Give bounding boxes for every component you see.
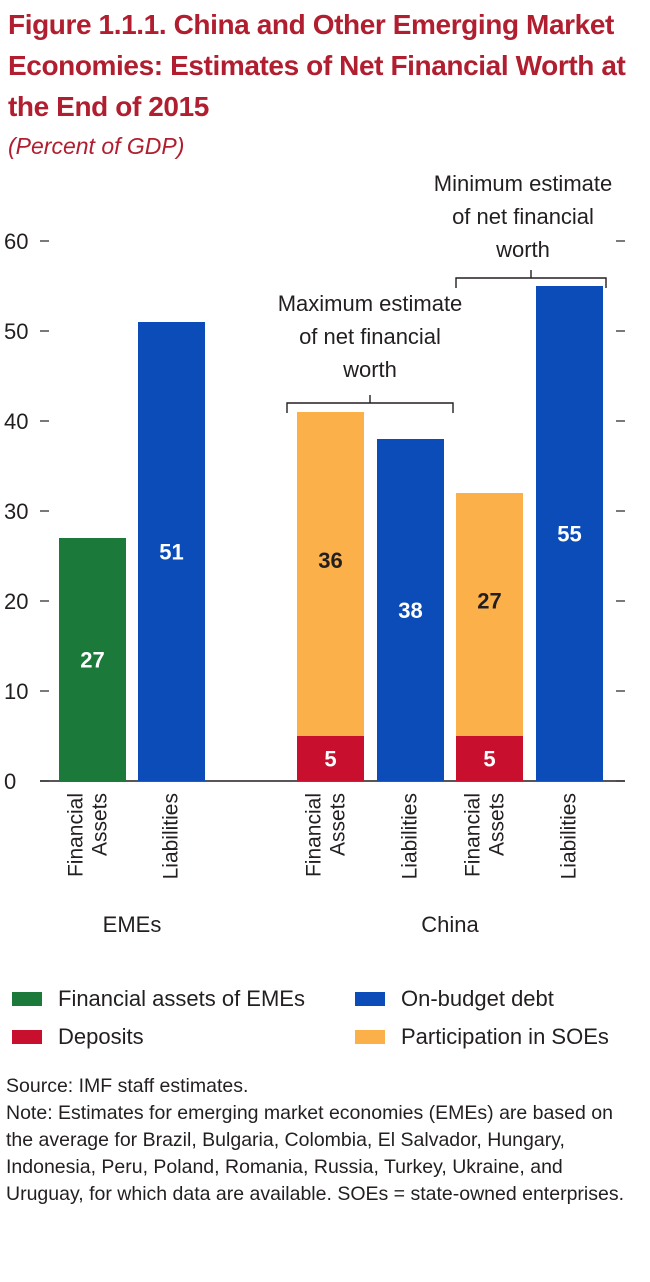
- chart-notes: Source: IMF staff estimates. Note: Estim…: [6, 1073, 642, 1208]
- legend-label: Participation in SOEs: [401, 1024, 609, 1049]
- y-tick-label: 30: [4, 499, 28, 524]
- bar-segment-on-budget-debt: [536, 286, 603, 781]
- y-tick-label: 40: [4, 409, 28, 434]
- data-label: 51: [159, 540, 183, 565]
- source-note: Source: IMF staff estimates.: [6, 1075, 249, 1097]
- annotation-text: worth: [342, 357, 397, 382]
- legend-swatch: [12, 1030, 42, 1044]
- y-tick-label: 60: [4, 229, 28, 254]
- footnote: Note: Estimates for emerging market econ…: [6, 1102, 625, 1205]
- y-tick-label: 50: [4, 319, 28, 344]
- y-tick-label: 0: [4, 769, 16, 794]
- data-label: 5: [483, 747, 495, 772]
- data-label: 55: [557, 522, 581, 547]
- x-tick-label: Financial: [65, 793, 88, 877]
- group-label: EMEs: [103, 912, 162, 937]
- x-tick-label: Assets: [327, 793, 350, 856]
- bar-segment-deposits: [297, 736, 364, 781]
- legend-swatch: [12, 992, 42, 1006]
- chart-subtitle: (Percent of GDP): [8, 133, 185, 159]
- x-tick-label: Liabilities: [558, 793, 581, 879]
- legend-label: Financial assets of EMEs: [58, 986, 305, 1011]
- chart-title: Figure 1.1.1. China and Other Emerging M…: [8, 9, 626, 122]
- legend-item-financial-assets-emes: Financial assets of EMEs: [12, 984, 305, 1014]
- legend-item-participation-soes: Participation in SOEs: [355, 1022, 609, 1052]
- data-label: 27: [477, 589, 501, 614]
- bar-segment-on-budget-debt: [377, 439, 444, 781]
- bar-segment-participation-in-soes: [297, 412, 364, 736]
- x-tick-label: Financial: [303, 793, 326, 877]
- annotation-text: of net financial: [452, 204, 594, 229]
- x-tick-label: Liabilities: [399, 793, 422, 879]
- legend-swatch: [355, 1030, 385, 1044]
- group-label: China: [421, 912, 479, 937]
- y-tick-label: 10: [4, 679, 28, 704]
- data-label: 38: [398, 598, 422, 623]
- bar-segment-deposits: [456, 736, 523, 781]
- annotation-bracket: [286, 395, 454, 413]
- annotation-text: of net financial: [299, 324, 441, 349]
- legend-label: Deposits: [58, 1024, 144, 1049]
- annotation-text: Maximum estimate: [278, 291, 463, 316]
- x-tick-label: Financial: [462, 793, 485, 877]
- annotation-bracket: [455, 270, 607, 288]
- legend-item-on-budget-debt: On-budget debt: [355, 984, 554, 1014]
- x-tick-label: Assets: [89, 793, 112, 856]
- bar-segment-on-budget-debt: [138, 322, 205, 781]
- x-tick-label: Liabilities: [160, 793, 183, 879]
- annotation-text: Minimum estimate: [434, 171, 612, 196]
- y-tick-label: 20: [4, 589, 28, 614]
- legend-label: On-budget debt: [401, 986, 554, 1011]
- bar-segment-participation-in-soes: [456, 493, 523, 736]
- legend: Financial assets of EMEs On-budget debt …: [12, 980, 642, 1070]
- x-tick-label: Assets: [486, 793, 509, 856]
- data-label: 27: [80, 648, 104, 673]
- annotation-text: worth: [495, 237, 550, 262]
- data-label: 36: [318, 548, 342, 573]
- data-label: 5: [324, 747, 336, 772]
- legend-item-deposits: Deposits: [12, 1022, 144, 1052]
- bar-segment-financial-assets-of-emes: [59, 538, 126, 781]
- legend-swatch: [355, 992, 385, 1006]
